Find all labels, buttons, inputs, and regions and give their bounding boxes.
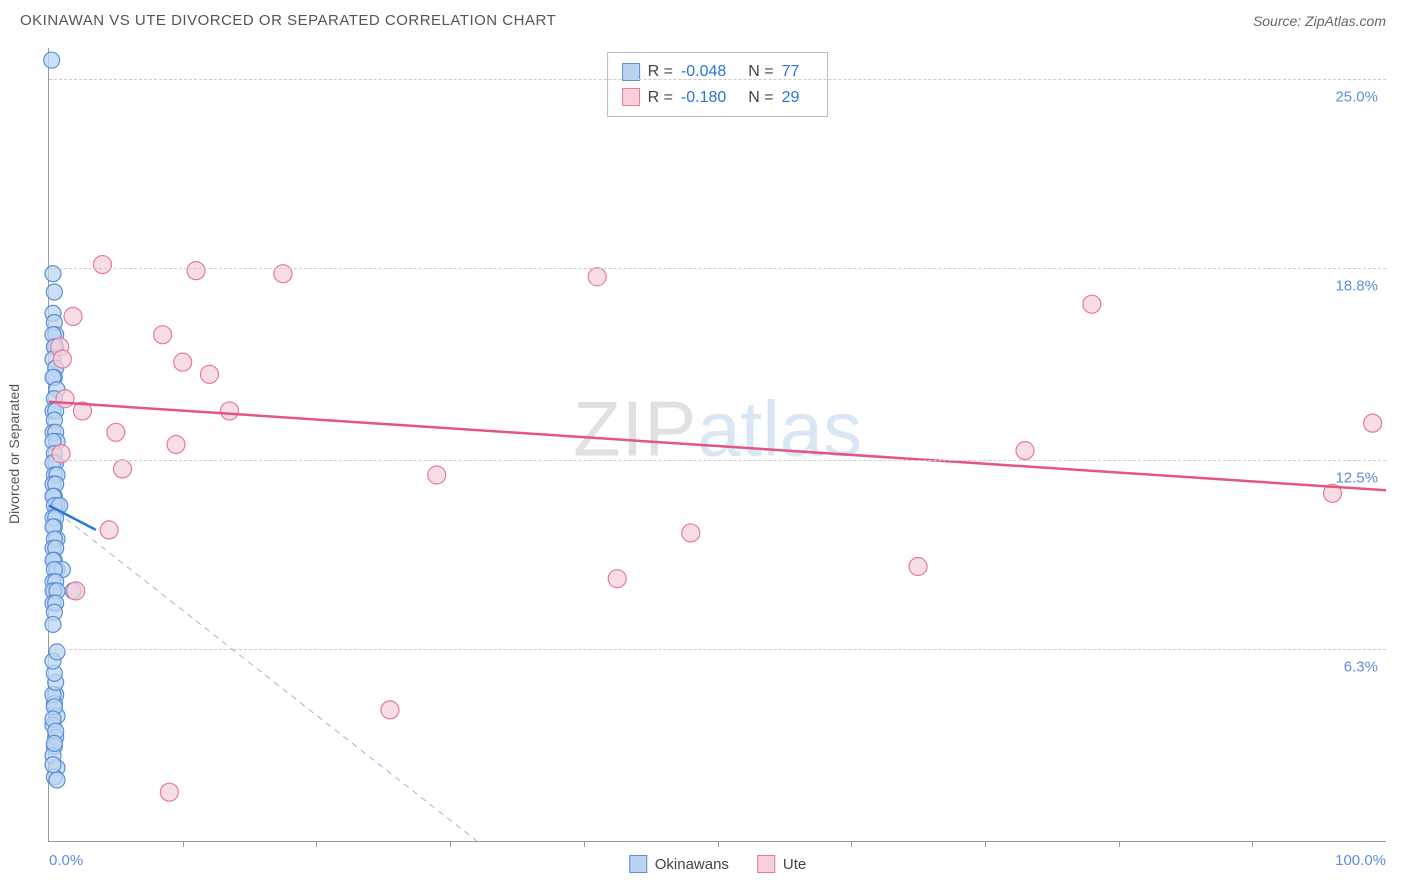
legend-label: Okinawans bbox=[655, 856, 729, 873]
data-point bbox=[608, 570, 626, 588]
guideline bbox=[49, 506, 477, 842]
y-tick-label: 12.5% bbox=[1335, 469, 1378, 486]
data-point bbox=[154, 326, 172, 344]
legend-item: Okinawans bbox=[629, 855, 729, 873]
gridline bbox=[49, 460, 1386, 461]
x-tick bbox=[985, 841, 986, 847]
data-point bbox=[1016, 442, 1034, 460]
data-point bbox=[167, 436, 185, 454]
data-point bbox=[49, 772, 65, 788]
data-point bbox=[114, 460, 132, 478]
stat-r-value: -0.048 bbox=[681, 59, 726, 85]
x-tick bbox=[1119, 841, 1120, 847]
stats-row: R = -0.048 N = 77 bbox=[622, 59, 814, 85]
data-point bbox=[1364, 414, 1382, 432]
legend-swatch bbox=[629, 855, 647, 873]
data-point bbox=[1083, 295, 1101, 313]
data-point bbox=[67, 582, 85, 600]
stat-r-value: -0.180 bbox=[681, 85, 726, 111]
data-point bbox=[220, 402, 238, 420]
chart-plot-area: ZIPatlas R =-0.048N =77R =-0.180N =29 Ok… bbox=[48, 48, 1386, 842]
scatter-svg bbox=[49, 48, 1386, 841]
data-point bbox=[909, 558, 927, 576]
x-tick-label: 0.0% bbox=[49, 852, 83, 869]
y-tick-label: 25.0% bbox=[1335, 88, 1378, 105]
data-point bbox=[44, 52, 60, 68]
stat-r-label: R = bbox=[648, 85, 673, 111]
data-point bbox=[682, 524, 700, 542]
data-point bbox=[46, 284, 62, 300]
regression-line bbox=[49, 402, 1386, 490]
stat-n-label: N = bbox=[748, 59, 773, 85]
data-point bbox=[200, 365, 218, 383]
data-point bbox=[45, 616, 61, 632]
data-point bbox=[56, 390, 74, 408]
y-tick-label: 18.8% bbox=[1335, 277, 1378, 294]
data-point bbox=[428, 466, 446, 484]
data-point bbox=[174, 353, 192, 371]
legend-item: Ute bbox=[757, 855, 806, 873]
data-point bbox=[107, 423, 125, 441]
stat-n-label: N = bbox=[748, 85, 773, 111]
data-point bbox=[93, 256, 111, 274]
data-point bbox=[187, 262, 205, 280]
gridline bbox=[49, 79, 1386, 80]
x-tick bbox=[316, 841, 317, 847]
data-point bbox=[64, 307, 82, 325]
y-axis-label: Divorced or Separated bbox=[6, 384, 22, 524]
series-legend: Okinawans Ute bbox=[629, 855, 807, 873]
gridline bbox=[49, 649, 1386, 650]
stat-n-value: 29 bbox=[782, 85, 800, 111]
source-attribution: Source: ZipAtlas.com bbox=[1253, 13, 1386, 29]
y-tick-label: 6.3% bbox=[1344, 658, 1378, 675]
data-point bbox=[588, 268, 606, 286]
data-point bbox=[49, 644, 65, 660]
x-tick bbox=[718, 841, 719, 847]
x-tick bbox=[183, 841, 184, 847]
legend-label: Ute bbox=[783, 856, 806, 873]
x-tick-label: 100.0% bbox=[1335, 852, 1386, 869]
data-point bbox=[100, 521, 118, 539]
x-tick bbox=[851, 841, 852, 847]
x-tick bbox=[584, 841, 585, 847]
legend-swatch bbox=[757, 855, 775, 873]
data-point bbox=[46, 735, 62, 751]
stats-legend-box: R = -0.048 N = 77 R = -0.180 N = 29 bbox=[607, 52, 829, 117]
data-point bbox=[160, 783, 178, 801]
stat-r-label: R = bbox=[648, 59, 673, 85]
chart-title: OKINAWAN VS UTE DIVORCED OR SEPARATED CO… bbox=[20, 12, 556, 29]
gridline bbox=[49, 268, 1386, 269]
x-tick bbox=[450, 841, 451, 847]
data-point bbox=[381, 701, 399, 719]
stats-row: R = -0.180 N = 29 bbox=[622, 85, 814, 111]
data-point bbox=[53, 350, 71, 368]
x-tick bbox=[1252, 841, 1253, 847]
legend-swatch bbox=[622, 88, 640, 106]
data-point bbox=[45, 757, 61, 773]
stat-n-value: 77 bbox=[782, 59, 800, 85]
